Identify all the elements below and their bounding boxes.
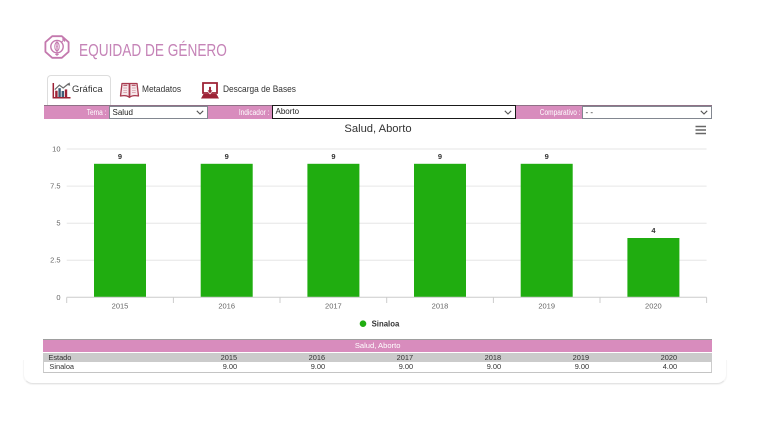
svg-text:2020: 2020 — [645, 301, 662, 310]
svg-text:2019: 2019 — [538, 301, 555, 310]
svg-text:Salud, Aborto: Salud, Aborto — [344, 123, 411, 135]
svg-text:2015: 2015 — [112, 301, 129, 310]
svg-text:10: 10 — [52, 145, 60, 154]
svg-text:0: 0 — [56, 293, 60, 302]
svg-text:9: 9 — [545, 152, 549, 161]
svg-text:9: 9 — [331, 152, 335, 161]
svg-text:2018: 2018 — [432, 301, 449, 310]
svg-text:5: 5 — [56, 219, 60, 228]
svg-text:2017: 2017 — [325, 301, 342, 310]
svg-text:9: 9 — [225, 152, 229, 161]
svg-text:9: 9 — [118, 152, 122, 161]
svg-text:2.5: 2.5 — [50, 256, 60, 265]
svg-text:7.5: 7.5 — [50, 182, 60, 191]
svg-text:9: 9 — [438, 152, 442, 161]
svg-text:4: 4 — [651, 226, 656, 235]
svg-text:Sinaloa: Sinaloa — [372, 319, 400, 328]
svg-text:2016: 2016 — [218, 301, 235, 310]
